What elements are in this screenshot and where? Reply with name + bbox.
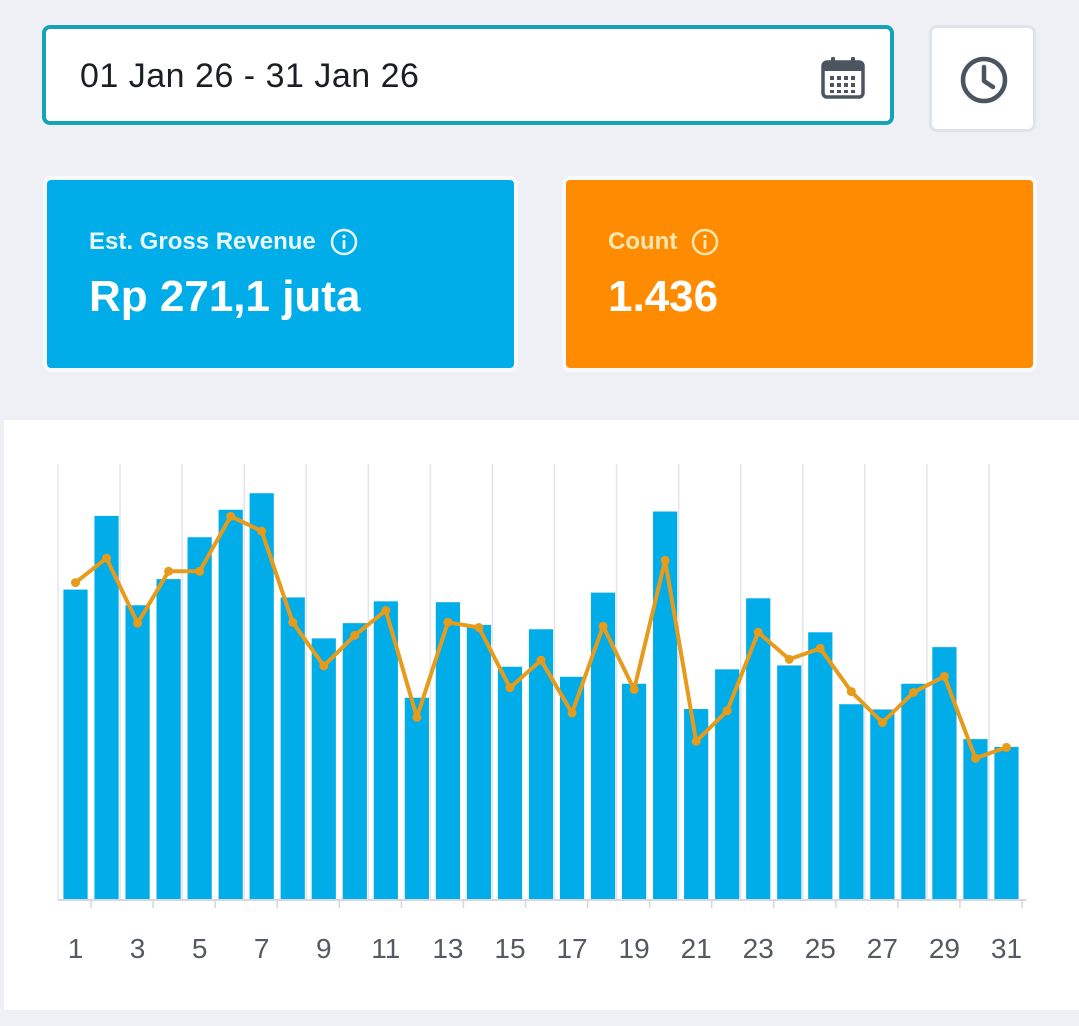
bar [373,601,398,900]
bar [125,605,150,900]
bar [901,683,926,900]
x-tick-label: 25 [805,933,836,964]
x-tick-label: 23 [743,933,774,964]
bar [994,746,1019,900]
line-point [722,706,732,716]
line-point [629,684,639,694]
line-point [443,617,453,627]
line-point [691,736,701,746]
revenue-count-chart: 1 3 5 7 9 11 13 15 17 19 21 23 25 27 29 31 [57,464,1026,964]
line-point [970,753,980,763]
line-point [474,623,484,632]
x-tick-label: 29 [929,933,960,964]
line-point [939,671,949,681]
line-point [598,621,608,631]
line-point [1001,742,1011,752]
info-icon[interactable] [330,228,358,256]
x-tick-label: 1 [68,933,84,964]
x-tick-label: 15 [494,933,525,964]
count-card: Count 1.436 [566,180,1033,368]
line-point [784,654,794,664]
bar [187,537,212,900]
revenue-card: Est. Gross Revenue Rp 271,1 juta [47,180,514,368]
chart-panel: 1 3 5 7 9 11 13 15 17 19 21 23 25 27 29 31 [4,420,1079,1010]
bar [870,709,895,900]
bar [839,704,864,900]
bar [280,597,305,900]
bar [156,579,181,900]
date-range-picker[interactable]: 01 Jan 26 - 31 Jan 26 [42,25,894,125]
bar [746,598,771,900]
line-point [164,566,174,576]
line-point [567,708,577,718]
bar [808,632,833,900]
bar [963,739,988,900]
line-point [71,578,81,588]
x-tick-label: 3 [130,933,146,964]
x-tick-label: 17 [556,933,587,964]
bar [218,509,243,900]
line-point [257,526,267,536]
x-tick-label: 11 [371,933,400,964]
calendar-icon[interactable] [820,55,866,101]
line-point [226,511,236,521]
line-point [660,555,670,565]
x-tick-label: 13 [432,933,463,964]
line-point [505,683,515,693]
bar [590,592,616,900]
x-tick-label: 9 [316,933,332,964]
x-tick-label: 21 [681,933,712,964]
bar [621,683,647,900]
line-point [536,655,546,665]
line-point [319,661,329,671]
bar [777,665,802,900]
x-tick-label: 5 [192,933,208,964]
line-point [195,566,205,576]
info-icon[interactable] [691,228,719,256]
bar [342,623,367,900]
x-tick-label: 19 [619,933,650,964]
revenue-value: Rp 271,1 juta [89,272,361,321]
line-point [908,687,918,697]
line-point [288,617,298,627]
bar [94,515,119,900]
bar [932,647,957,900]
line-point [102,553,112,563]
line-point [877,718,887,728]
bar [466,624,492,900]
line-point [753,627,763,637]
count-value: 1.436 [608,272,719,321]
bar [63,589,88,900]
line-point [815,643,825,653]
line-point [350,630,360,640]
bar [404,697,429,900]
revenue-label: Est. Gross Revenue [89,228,316,255]
bar [497,666,523,900]
time-picker-button[interactable] [929,25,1036,132]
bar [311,638,336,900]
clock-icon [960,56,1008,104]
line-point [133,618,143,628]
line-point [412,712,422,722]
x-tick-label: 7 [254,933,270,964]
line-point [381,605,391,615]
x-tick-label: 31 [991,933,1022,964]
count-label: Count [608,228,678,255]
date-range-value: 01 Jan 26 - 31 Jan 26 [80,57,420,95]
line-point [846,687,856,697]
bar [715,669,740,900]
bar [653,511,678,900]
x-tick-label: 27 [867,933,898,964]
